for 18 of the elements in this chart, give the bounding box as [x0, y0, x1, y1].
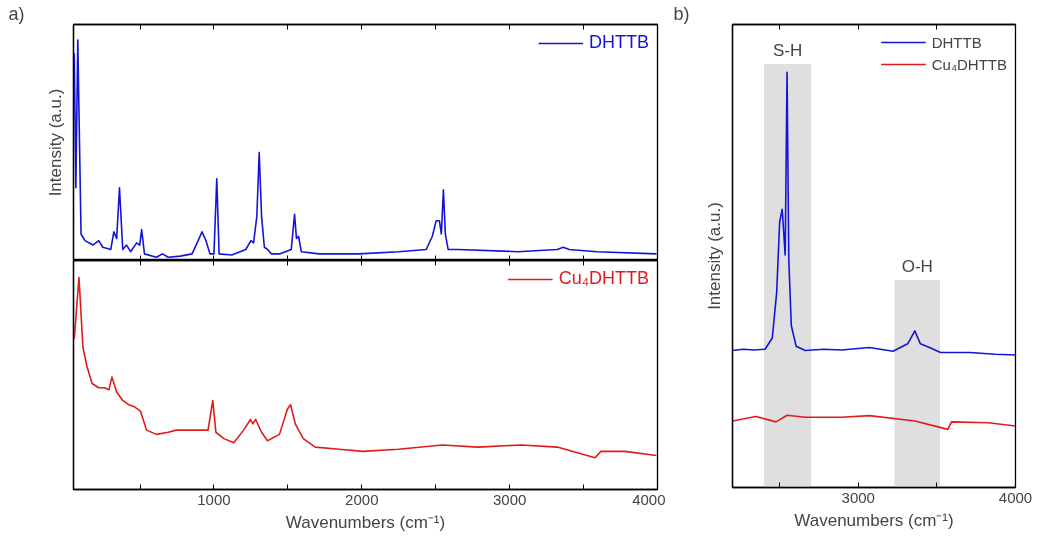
x-tick-label: 1000 [197, 490, 231, 508]
text: a) [8, 3, 25, 24]
text: b) [673, 3, 690, 24]
y-axis-title: Intensity (a.u.) [704, 202, 724, 310]
x-axis-title: Wavenumbers (cm⁻¹) [794, 510, 954, 530]
band-label: S-H [772, 40, 803, 60]
x-tick-label: 2000 [345, 490, 379, 508]
y-axis-title: Intensity (a.u.) [45, 88, 65, 197]
x-tick-label: 3000 [841, 488, 875, 506]
x-tick-label: 4000 [998, 488, 1033, 506]
x-tick-label: 3000 [492, 490, 527, 508]
legend-label: Cu₄DHTTB [558, 268, 649, 289]
legend-label: Cu₄DHTTB [931, 55, 1007, 73]
x-axis-title: Wavenumbers (cm⁻¹) [285, 512, 446, 532]
band-label: O-H [901, 256, 933, 276]
x-tick-label: 4000 [632, 490, 666, 508]
legend-label: DHTTB [589, 32, 649, 53]
legend-label: DHTTB [931, 33, 982, 51]
